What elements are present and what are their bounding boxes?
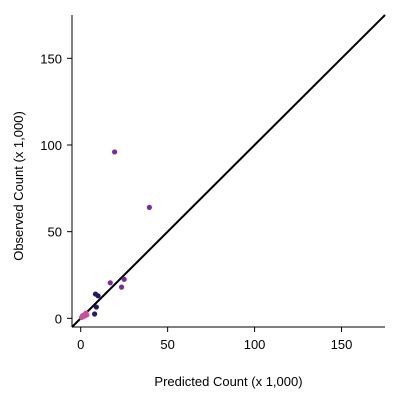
- data-points: [78, 149, 152, 321]
- identity-line-path: [71, 14, 386, 328]
- data-point: [93, 304, 99, 310]
- y-tick-label: 150: [40, 51, 62, 66]
- data-point: [107, 280, 113, 286]
- y-tick-label: 100: [40, 138, 62, 153]
- data-point: [121, 276, 127, 282]
- tick-labels: 0 50 100 150 0 50 100 150: [40, 51, 352, 352]
- x-tick-label: 0: [77, 337, 84, 352]
- data-point: [112, 149, 118, 155]
- data-point: [92, 311, 98, 317]
- y-axis-label: Observed Count (x 1,000): [11, 111, 26, 261]
- y-tick-label: 50: [48, 225, 62, 240]
- x-tick-label: 100: [244, 337, 266, 352]
- axes: [67, 15, 385, 332]
- data-point: [146, 204, 152, 210]
- x-tick-label: 150: [331, 337, 353, 352]
- x-tick-label: 50: [160, 337, 174, 352]
- identity-line: [71, 14, 386, 328]
- x-axis-label: Predicted Count (x 1,000): [154, 374, 302, 389]
- data-point: [118, 284, 125, 290]
- data-point: [78, 314, 85, 321]
- data-point: [95, 293, 101, 299]
- y-tick-label: 0: [55, 311, 62, 326]
- data-point: [84, 312, 90, 318]
